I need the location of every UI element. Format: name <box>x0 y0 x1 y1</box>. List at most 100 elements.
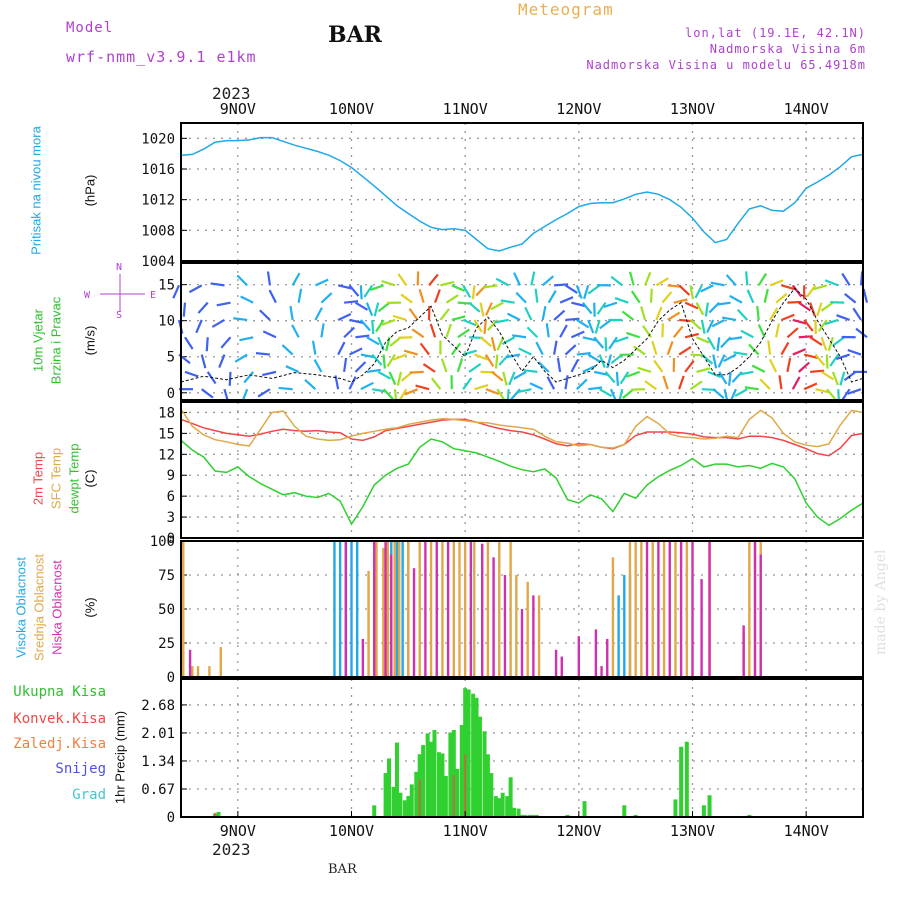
wind-arrow <box>716 337 721 352</box>
wind-arrow <box>239 336 254 342</box>
wind-arrow <box>200 354 207 369</box>
wind-arrow <box>814 353 826 367</box>
wind-arrow <box>744 386 759 391</box>
x-tick-label-bottom: 10NOV <box>329 822 374 840</box>
precip-bar <box>485 754 490 817</box>
cloud-bar <box>623 575 626 677</box>
wind-arrow <box>678 284 691 296</box>
precip-bar <box>391 786 396 817</box>
cloud-bar <box>560 656 563 677</box>
series-line-wind-speed <box>180 287 864 383</box>
wind-arrow <box>575 284 583 299</box>
wind-arrow <box>576 352 591 356</box>
precip-bar <box>582 801 587 817</box>
wind-arrow <box>365 302 374 317</box>
wind-arrow <box>496 336 505 351</box>
precip-conv-bar <box>464 754 467 817</box>
wind-arrow <box>195 319 203 334</box>
precip-bar <box>471 693 476 817</box>
wind-arrow <box>518 347 532 356</box>
precip-bar <box>520 814 524 817</box>
wind-arrow <box>397 273 408 286</box>
year-top: 2023 <box>212 84 251 103</box>
cloud-bar <box>753 541 757 677</box>
wind-arrow <box>739 370 754 376</box>
wind-arrow <box>201 388 214 399</box>
wind-arrow <box>604 337 608 352</box>
wind-arrow <box>767 340 772 355</box>
precip-bar <box>622 805 627 817</box>
wind-arrow <box>768 358 778 373</box>
cloud-bar <box>398 541 401 677</box>
elevation-label: Nadmorska Visina 6m <box>709 42 866 56</box>
wind-arrow <box>468 301 481 313</box>
wind-arrow <box>255 352 271 356</box>
wind-arrow <box>526 326 539 339</box>
wind-arrow <box>630 290 641 304</box>
wind-arrow <box>599 388 613 398</box>
wind-rose-w: W <box>84 290 91 301</box>
panel-frame <box>180 401 864 539</box>
wind-arrow <box>763 288 769 303</box>
wind-arrow <box>678 375 685 390</box>
wind-arrow <box>810 369 825 373</box>
wind-arrow <box>490 301 504 311</box>
cloud-bar <box>384 541 387 677</box>
cloud-bar <box>208 666 211 677</box>
wind-arrow <box>471 285 476 300</box>
precip-bar <box>747 814 752 817</box>
wind-arrow <box>653 359 664 373</box>
wind-arrow <box>553 309 566 321</box>
precip-bar <box>421 745 426 817</box>
y-tick-label: 0 <box>167 386 175 402</box>
precip-bar <box>508 777 513 817</box>
wind-arrow <box>678 346 692 356</box>
cloud-bar <box>401 541 404 677</box>
cloud-bar <box>498 541 501 677</box>
cloud-bar <box>182 541 185 677</box>
wind-arrow <box>655 306 663 321</box>
wind-arrow <box>718 371 728 385</box>
wind-arrow <box>820 301 834 312</box>
wind-arrow <box>371 353 383 366</box>
y-tick-label: 2.01 <box>141 726 175 742</box>
cloud-bar <box>473 541 476 677</box>
wind-arrow <box>817 319 828 332</box>
precip-bar <box>451 730 456 817</box>
wind-arrow <box>745 271 749 286</box>
wind-arrow <box>621 310 635 321</box>
wind-arrow <box>855 327 868 339</box>
wind-arrow <box>786 327 799 339</box>
wind-arrow <box>565 317 580 322</box>
wind-arrow <box>348 284 360 297</box>
wind-arrow <box>564 344 577 356</box>
precip-bar <box>429 741 434 817</box>
y-tick-label: 3 <box>167 510 175 526</box>
precip-bar <box>474 697 479 817</box>
wind-arrow <box>728 371 732 386</box>
cloud-bar <box>668 541 671 677</box>
wind-arrow <box>422 363 436 373</box>
precip-conv-bar <box>452 775 455 817</box>
wind-arrow <box>418 288 425 303</box>
wind-arrow <box>354 361 367 373</box>
wind-arrow <box>594 319 601 334</box>
wind-arrow <box>721 316 737 322</box>
wind-arrow <box>832 336 845 347</box>
wind-arrow <box>506 353 521 359</box>
wind-arrow <box>684 360 695 373</box>
cloud-bar <box>361 638 365 677</box>
wind-arrow <box>262 330 277 339</box>
wind-arrow <box>831 371 839 386</box>
precip-bar <box>466 689 471 817</box>
precip-bar <box>673 799 678 817</box>
product-title: Meteogram <box>518 0 614 19</box>
wind-arrow <box>787 300 802 304</box>
wind-arrow <box>382 388 394 401</box>
wind-arrow <box>614 297 629 304</box>
y-tick-label: 0 <box>167 670 175 686</box>
wind-arrow <box>513 370 527 380</box>
y-tick-label: 18 <box>158 405 175 421</box>
wind-arrow <box>588 386 603 391</box>
wind-arrow <box>496 388 506 402</box>
